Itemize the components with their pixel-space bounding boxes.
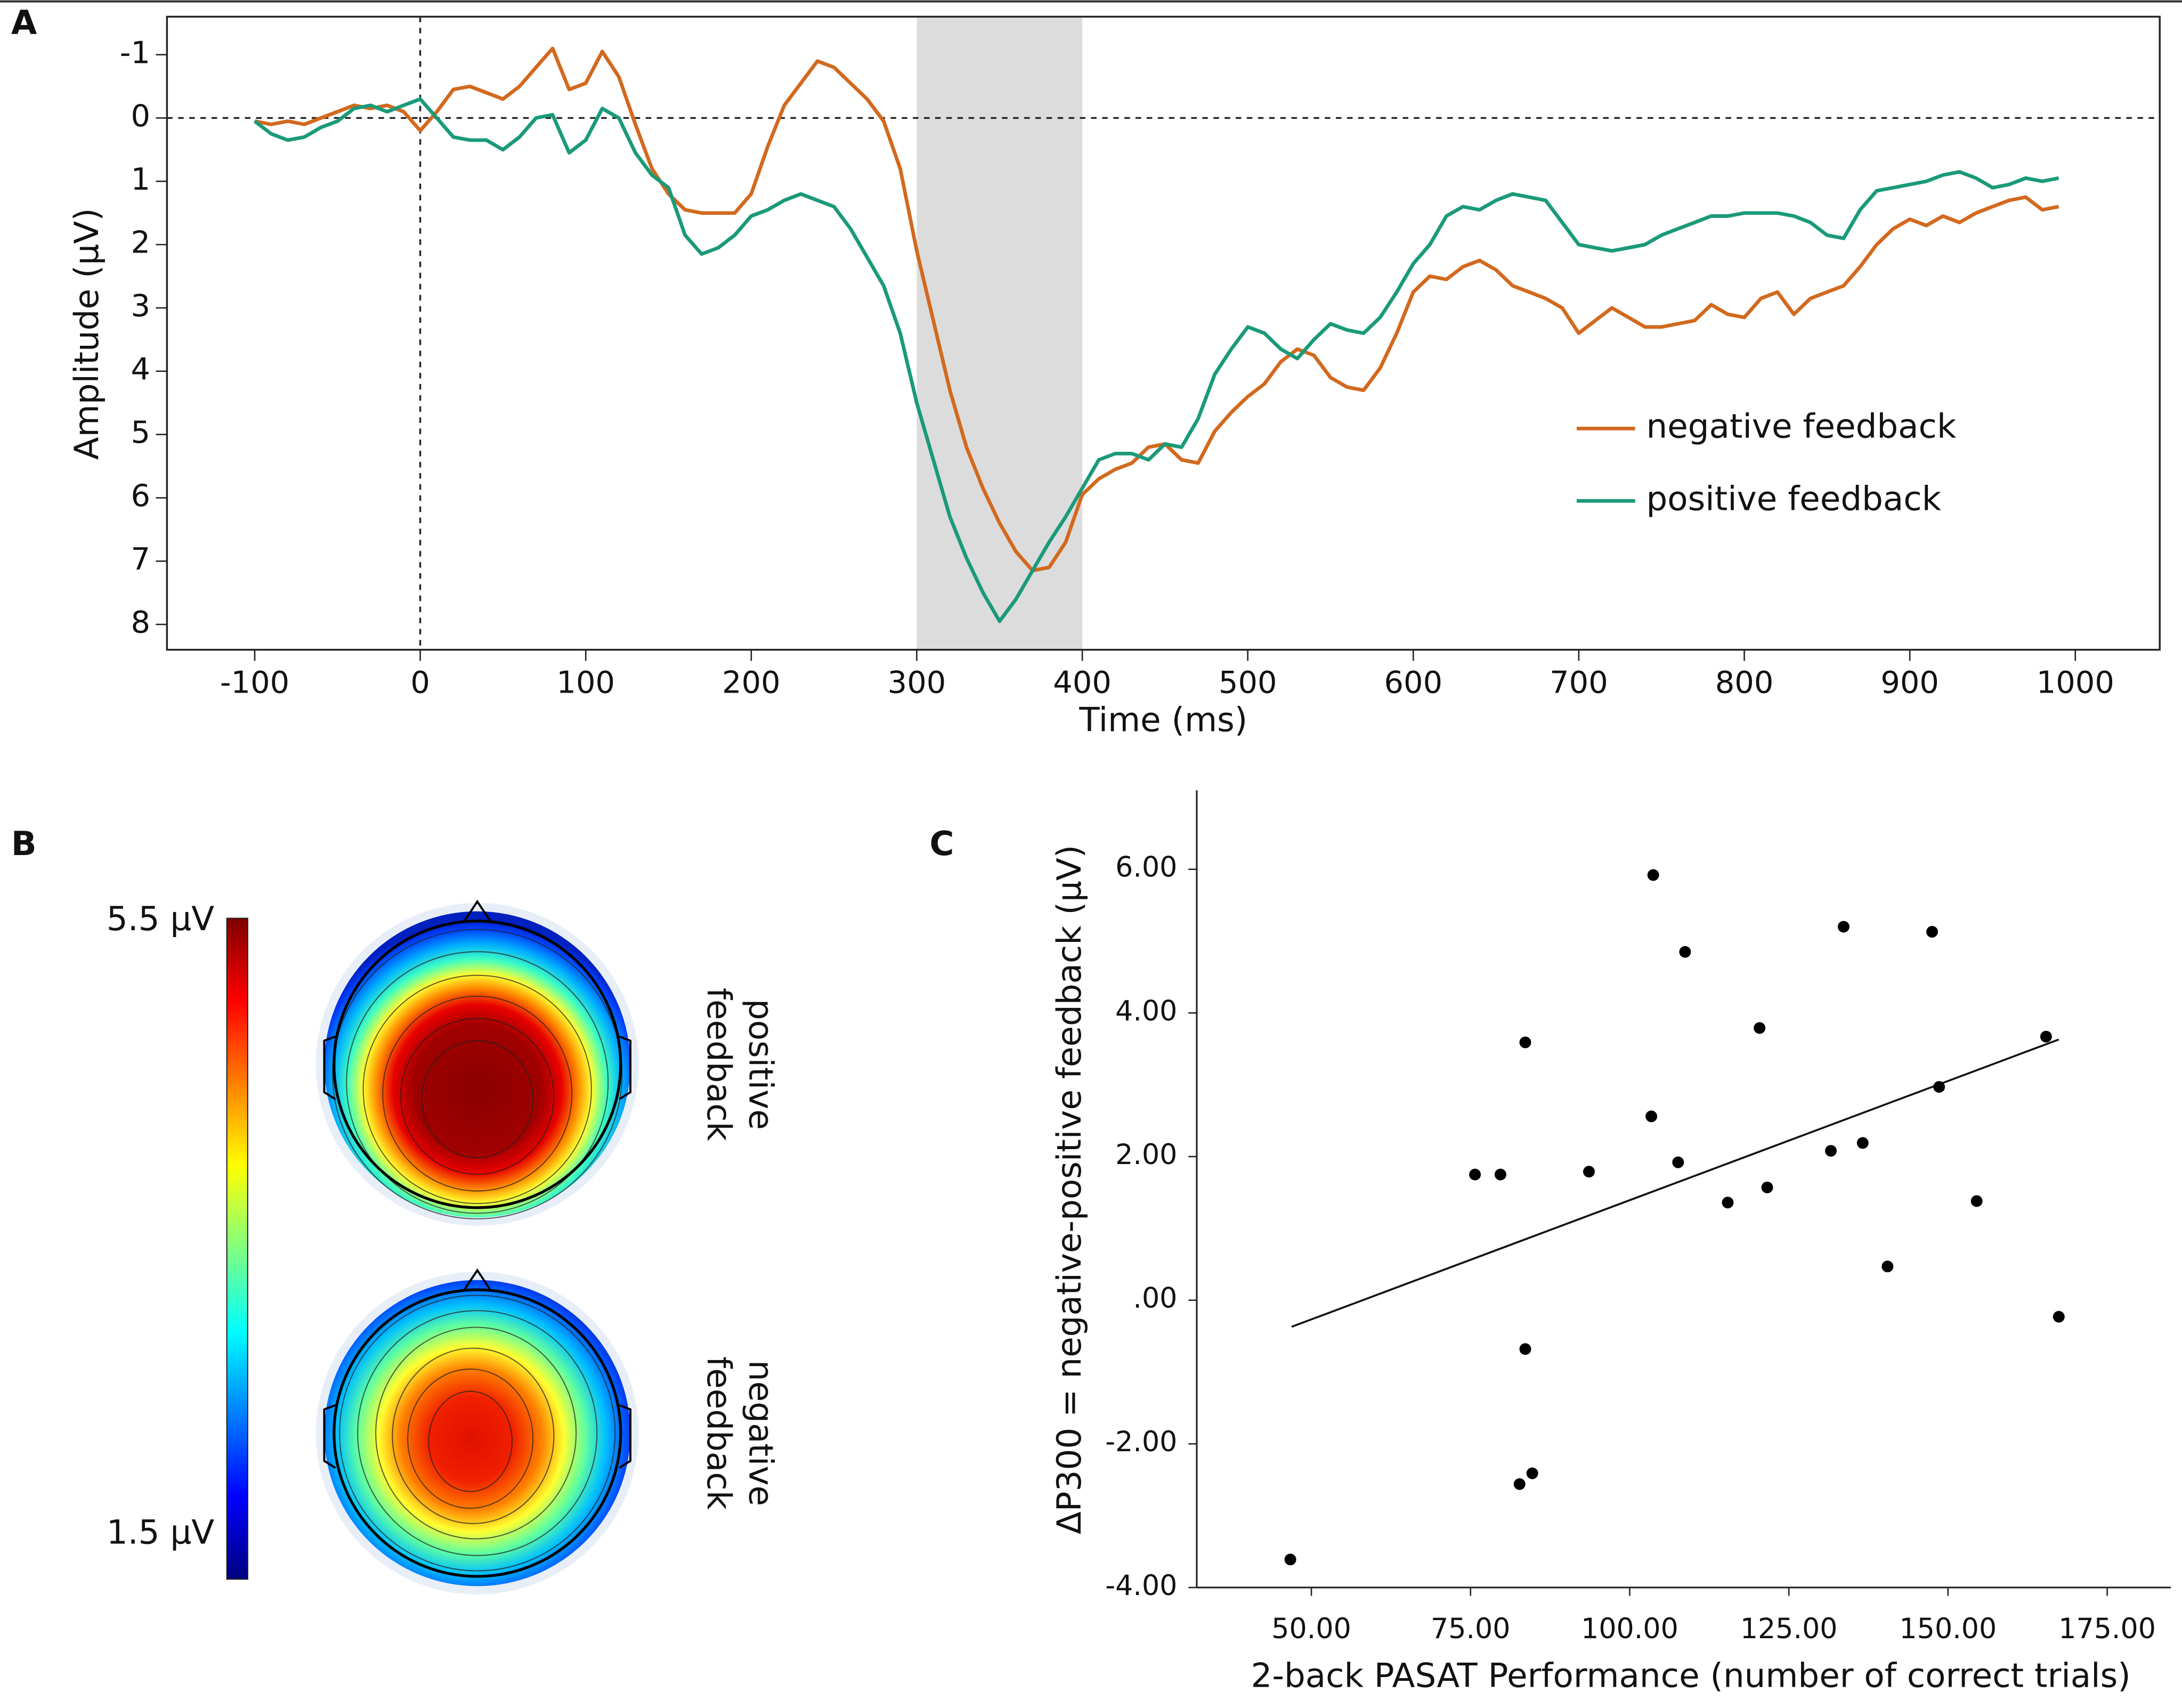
x-tick-label: 200: [722, 665, 781, 701]
x-tick-label: -100: [220, 665, 289, 701]
x-tick-label: 500: [1219, 665, 1277, 701]
data-point: [2040, 1030, 2052, 1043]
data-point: [1761, 1181, 1773, 1193]
erp-line: [254, 46, 2059, 573]
x-tick-label: 100: [556, 665, 615, 701]
data-point: [1513, 1478, 1526, 1490]
y-tick-label: 7: [131, 541, 151, 577]
y-tick-label: -2.00: [1105, 1426, 1177, 1458]
data-point: [1672, 1156, 1684, 1168]
x-tick-label: 400: [1053, 665, 1112, 701]
panel-label: B: [11, 824, 37, 863]
map-label: negative: [741, 1360, 780, 1506]
y-tick-label: 4.00: [1115, 995, 1177, 1027]
data-point: [1881, 1260, 1894, 1273]
colorbar-label: 5.5 µV: [107, 899, 214, 938]
y-tick-label: 2: [131, 225, 151, 261]
colorbar-label: 1.5 µV: [107, 1513, 214, 1552]
x-tick-label: 125.00: [1740, 1613, 1838, 1645]
y-tick-label: 6.00: [1115, 852, 1177, 884]
y-tick-label: 8: [131, 605, 151, 640]
data-point: [1933, 1081, 1945, 1093]
plot-frame: [166, 15, 2161, 651]
x-tick-label: 1000: [2037, 665, 2114, 701]
y-tick-label: 1: [131, 161, 151, 197]
colorbar: [226, 917, 248, 1580]
data-point: [1519, 1343, 1531, 1355]
data-point: [1647, 869, 1659, 881]
data-point: [1526, 1467, 1538, 1479]
fit-line: [1291, 1038, 2059, 1328]
x-tick-label: 100.00: [1581, 1613, 1678, 1645]
data-point: [1469, 1168, 1481, 1181]
x-axis-title: Time (ms): [1078, 700, 1247, 739]
data-point: [1645, 1110, 1658, 1123]
topomap-positive: [315, 899, 639, 1226]
y-tick-label: 4: [131, 351, 151, 387]
x-tick-label: 50.00: [1271, 1613, 1351, 1645]
x-tick-label: 800: [1715, 665, 1774, 701]
data-point: [1583, 1166, 1595, 1178]
x-tick-label: 175.00: [2058, 1613, 2156, 1645]
x-tick-label: 300: [888, 665, 946, 701]
data-point: [1519, 1036, 1531, 1048]
y-tick-label: -1: [120, 35, 150, 70]
x-tick-label: 600: [1384, 665, 1443, 701]
x-axis-title: 2-back PASAT Performance (number of corr…: [1251, 1656, 2131, 1695]
data-point: [1825, 1145, 1837, 1157]
x-tick-label: 150.00: [1900, 1613, 1997, 1645]
erp-line: [253, 97, 2059, 623]
data-point: [2053, 1311, 2065, 1323]
y-tick-label: -4.00: [1105, 1570, 1177, 1602]
data-point: [1856, 1137, 1869, 1149]
data-point: [1679, 946, 1691, 958]
panel-label: A: [11, 3, 37, 42]
data-point: [1494, 1168, 1506, 1181]
y-tick-label: 0: [131, 98, 151, 134]
x-tick-label: 700: [1550, 665, 1608, 701]
data-point: [1926, 926, 1938, 938]
panel-label: C: [930, 824, 954, 863]
topomap-negative: [315, 1268, 639, 1595]
y-tick-label: 3: [131, 288, 151, 324]
data-point: [1754, 1022, 1766, 1034]
map-label: positive: [741, 999, 780, 1130]
data-point: [1284, 1554, 1296, 1566]
y-axis-title: Amplitude (µV): [67, 208, 106, 460]
x-tick-label: 900: [1880, 665, 1939, 701]
data-point: [1970, 1195, 1983, 1207]
x-tick-label: 75.00: [1431, 1613, 1511, 1645]
y-tick-label: 2.00: [1115, 1139, 1177, 1171]
y-tick-label: .00: [1133, 1283, 1177, 1315]
data-point: [1722, 1197, 1734, 1209]
shaded-window: [916, 17, 1083, 650]
map-label: feedback: [700, 988, 739, 1142]
x-tick-label: 0: [410, 665, 430, 701]
legend-label: positive feedback: [1646, 479, 1942, 518]
y-axis-title: ΔP300 = negative-positive feedback (µV): [1050, 845, 1089, 1534]
map-label: feedback: [700, 1356, 739, 1510]
data-point: [1837, 921, 1850, 933]
y-tick-label: 5: [131, 414, 151, 450]
y-tick-label: 6: [131, 478, 151, 514]
legend-label: negative feedback: [1646, 406, 1957, 445]
